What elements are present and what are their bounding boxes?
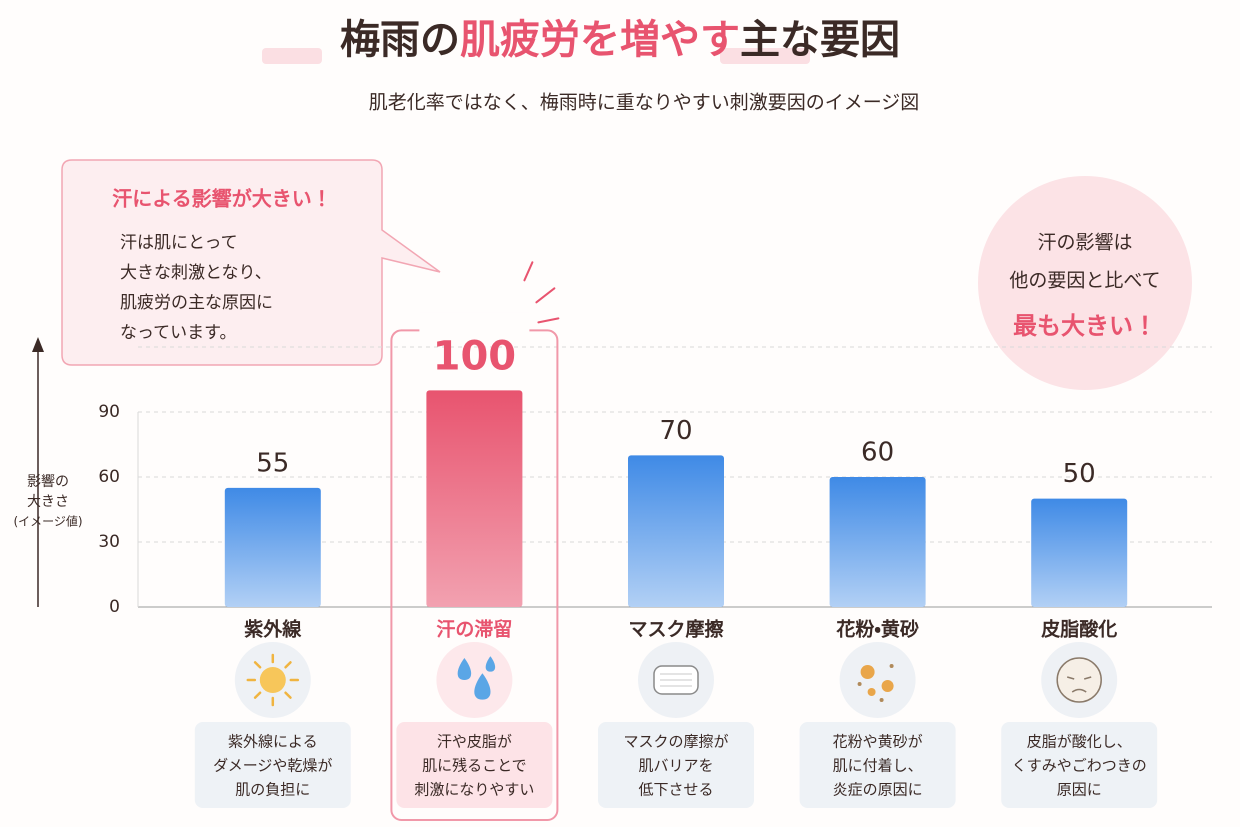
bar (224, 487, 321, 607)
icon-dot (879, 698, 884, 702)
icon-eye (1083, 676, 1092, 680)
spark (537, 317, 560, 324)
description-box (598, 722, 754, 808)
label-gap (419, 312, 530, 343)
value-label: 50 (1063, 459, 1096, 489)
category-label: 紫外線 (244, 618, 302, 641)
icon-sun (259, 667, 286, 693)
chart: 影響の大きさ(イメージ値)030609055紫外線紫外線によるダメージや乾燥が肌… (13, 261, 1212, 821)
icon-dot (857, 682, 862, 686)
callout-bubble (61, 159, 441, 366)
icon-ray (253, 691, 262, 699)
description-box (194, 722, 351, 808)
description-box (1001, 722, 1158, 808)
icon-eye (1066, 676, 1075, 680)
y-tick-label: 60 (98, 467, 120, 487)
icon-ray (284, 661, 292, 669)
callout-line: なっています。 (120, 323, 236, 343)
icon-mouth (1071, 688, 1087, 693)
callout-line: 大きな刺激となり、 (120, 263, 272, 283)
subtitle: 肌老化率ではなく、梅雨時に重なりやすい刺激要因のイメージ図 (369, 92, 920, 114)
badge-circle (978, 176, 1192, 390)
y-tick-label: 30 (98, 532, 120, 552)
category-label: 花粉・黄砂 (835, 618, 918, 641)
icon-ray (284, 691, 292, 699)
icon-dot (889, 664, 894, 668)
bar (829, 477, 926, 607)
description-line: 炎症の原因に (833, 781, 923, 799)
title-part: 主な要因 (740, 17, 900, 63)
title-underline (262, 48, 322, 64)
icon-pollen (860, 665, 875, 679)
callout-line: 肌疲労の主な原因に (120, 293, 273, 313)
title-part: 梅雨の (340, 17, 460, 63)
y-axis-label: 影響の (27, 474, 69, 490)
description-line: マスクの摩擦が (623, 733, 728, 751)
icon-drop (457, 658, 472, 680)
icon-ray (253, 661, 262, 669)
description-box (799, 722, 956, 808)
icon-circle (839, 642, 916, 718)
category-label: 汗の滞留 (436, 619, 512, 641)
title-underline (720, 48, 810, 64)
arrow-head (32, 337, 44, 352)
description-line: くすみやごわつきの (1012, 757, 1147, 775)
callout-line: 汗は肌にとって (120, 233, 238, 253)
description-line: 原因に (1057, 781, 1102, 799)
description-line: 刺激になりやすい (414, 781, 534, 799)
badge-line: 汗の影響は (1037, 232, 1132, 254)
icon-pollen (881, 680, 894, 692)
icon-pollen (867, 688, 876, 696)
description-line: 肌に残ることで (422, 757, 527, 775)
description-line: 肌の負担に (235, 781, 310, 799)
value-label: 70 (659, 416, 692, 446)
spark (535, 287, 556, 304)
description-box (396, 722, 553, 808)
description-line: 皮脂が酸化し、 (1027, 733, 1132, 751)
category-label: マスク摩擦 (628, 618, 724, 641)
icon-drop (485, 656, 496, 672)
title: 梅雨の肌疲労を増やす主な要因 (340, 17, 900, 63)
callout-heading: 汗による影響が大きい！ (112, 187, 331, 211)
bar (426, 390, 523, 607)
description-line: ダメージや乾燥が (213, 757, 332, 775)
bar (628, 455, 724, 607)
spark (523, 261, 534, 282)
icon-face (1056, 657, 1102, 703)
badge-emphasis: 最も大きい！ (1013, 312, 1157, 340)
y-axis-label: (イメージ値) (13, 514, 82, 529)
icon-drop (474, 673, 491, 700)
y-tick-label: 90 (98, 402, 120, 422)
value-label: 60 (861, 438, 894, 468)
description-line: 低下させる (638, 781, 713, 799)
value-label: 100 (433, 333, 517, 379)
description-line: 肌に付着し、 (833, 757, 923, 775)
bar (1031, 498, 1128, 607)
value-label: 55 (256, 448, 289, 478)
y-axis-label: 大きさ (27, 494, 69, 510)
y-tick-label: 0 (109, 597, 120, 617)
icon-circle (436, 642, 513, 718)
description-line: 肌バリアを (638, 757, 713, 775)
badge-line: 他の要因と比べて (1009, 270, 1160, 292)
description-line: 汗や皮脂が (437, 733, 512, 751)
title-highlight: 肌疲労を増やす (460, 17, 740, 63)
category-label: 皮脂酸化 (1041, 618, 1117, 641)
description-line: 紫外線による (228, 733, 318, 751)
description-line: 花粉や黄砂が (833, 733, 923, 751)
